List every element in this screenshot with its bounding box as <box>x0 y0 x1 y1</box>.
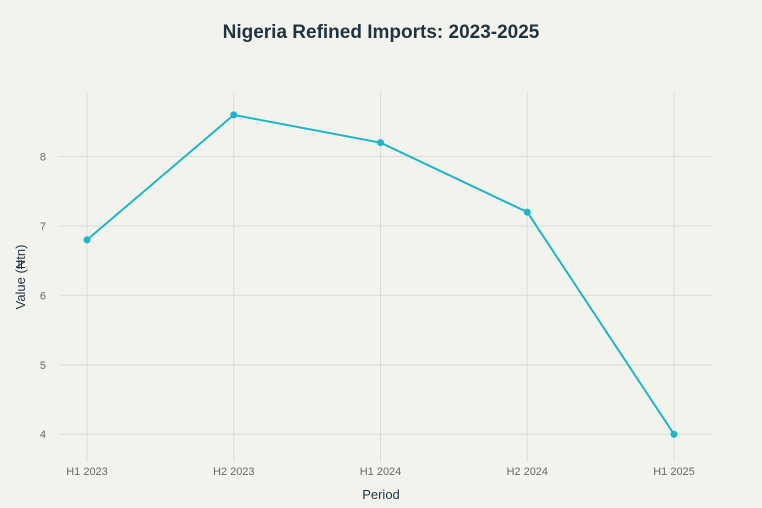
x-axis-ticks: H1 2023 H2 2023 H1 2024 H2 2024 H1 2025 <box>66 466 695 478</box>
gridlines <box>60 92 712 462</box>
y-axis-ticks: 4 5 6 7 8 <box>40 152 46 442</box>
data-point <box>83 236 91 244</box>
x-tick-label: H2 2023 <box>213 466 255 478</box>
y-tick-label: 6 <box>40 290 46 302</box>
x-tick-label: H1 2024 <box>360 466 402 478</box>
x-tick-label: H1 2023 <box>66 466 108 478</box>
series-value <box>83 111 678 438</box>
data-point <box>523 208 531 216</box>
data-point <box>670 430 678 438</box>
data-point <box>230 111 238 119</box>
data-point <box>377 139 384 147</box>
y-tick-label: 7 <box>40 221 46 233</box>
y-tick-label: 8 <box>40 152 46 164</box>
y-tick-label: 5 <box>40 360 46 372</box>
x-tick-label: H2 2024 <box>506 466 548 478</box>
y-axis-label: Value (₦tn) <box>13 245 28 310</box>
x-axis-label: Period <box>362 487 400 502</box>
y-tick-label: 4 <box>40 429 46 441</box>
chart-title: Nigeria Refined Imports: 2023-2025 <box>223 22 540 43</box>
x-tick-label: H1 2025 <box>653 466 695 478</box>
